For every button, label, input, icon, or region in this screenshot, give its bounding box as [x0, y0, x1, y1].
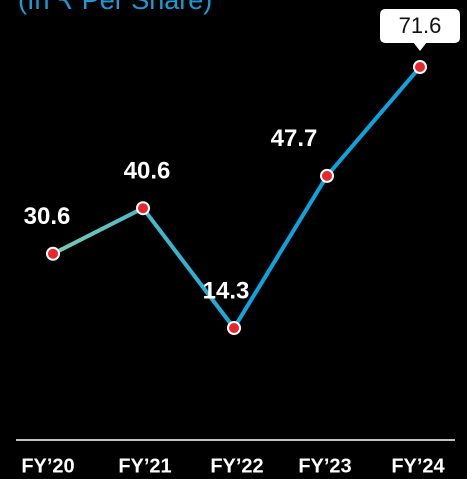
- point: [227, 321, 241, 335]
- x-tick-label: FY’24: [391, 455, 445, 477]
- label-pointer: [413, 42, 427, 51]
- value-label: 30.6: [24, 203, 71, 230]
- point: [46, 246, 60, 261]
- value-label: 47.7: [271, 125, 318, 152]
- point: [136, 201, 150, 216]
- x-tick-label: FY’23: [298, 455, 351, 477]
- x-tick-label: FY’20: [21, 455, 74, 477]
- x-tick-label: FY’21: [118, 455, 171, 477]
- value-label: 71.6: [399, 13, 442, 38]
- chart-title: (In ₹ Per Share): [18, 0, 212, 15]
- point: [320, 168, 334, 183]
- x-tick-label: FY’22: [210, 455, 263, 477]
- label-box: [380, 9, 460, 43]
- value-label: 40.6: [124, 158, 171, 185]
- value-label: 14.3: [203, 277, 250, 304]
- point: [413, 60, 427, 74]
